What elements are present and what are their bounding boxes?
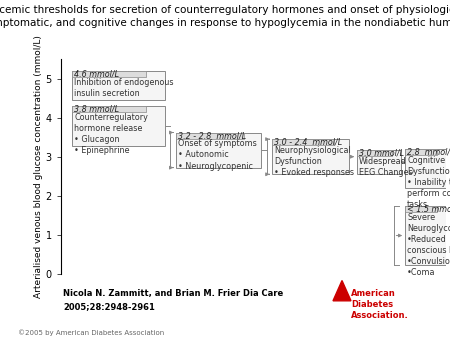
Text: ©2005 by American Diabetes Association: ©2005 by American Diabetes Association bbox=[18, 330, 164, 336]
Text: 3.0 - 2.4  mmol/L: 3.0 - 2.4 mmol/L bbox=[274, 138, 342, 147]
Text: 3.8 mmol/L: 3.8 mmol/L bbox=[74, 104, 119, 114]
Text: Glycemic thresholds for secretion of counterregulatory hormones and onset of phy: Glycemic thresholds for secretion of cou… bbox=[0, 5, 450, 28]
Text: 3.0 mmol/L: 3.0 mmol/L bbox=[359, 149, 404, 158]
Bar bbox=[405, 149, 446, 188]
Text: 2.8  mmol/L: 2.8 mmol/L bbox=[407, 147, 450, 156]
Text: Widespread
EEG Changes: Widespread EEG Changes bbox=[359, 157, 413, 177]
Text: Cognitive
Dysfunction
• Inability to
perform complex
tasks: Cognitive Dysfunction • Inability to per… bbox=[407, 156, 450, 209]
Text: Severe
Neuroglycopenia
•Reduced
conscious level
•Convulsions
•Coma: Severe Neuroglycopenia •Reduced consciou… bbox=[407, 213, 450, 277]
Bar bbox=[357, 150, 401, 174]
Bar bbox=[72, 106, 146, 112]
Text: 4.6 mmol/L: 4.6 mmol/L bbox=[74, 69, 119, 78]
Text: 2005;28:2948-2961: 2005;28:2948-2961 bbox=[63, 303, 155, 312]
Bar bbox=[72, 71, 146, 77]
Bar bbox=[72, 71, 165, 100]
Bar bbox=[405, 206, 446, 265]
Text: Counterregulatory
hormone release
• Glucagon
• Epinephrine: Counterregulatory hormone release • Gluc… bbox=[74, 113, 148, 155]
Bar bbox=[176, 132, 261, 168]
Bar bbox=[272, 139, 334, 145]
Text: Neurophysiological
Dysfunction
• Evoked responses: Neurophysiological Dysfunction • Evoked … bbox=[274, 146, 354, 177]
Text: < 1.5 mmol/L: < 1.5 mmol/L bbox=[407, 204, 450, 213]
Y-axis label: Arterialised venous blood glucose concentration (mmol/L): Arterialised venous blood glucose concen… bbox=[34, 35, 43, 298]
Text: 3.2 - 2.8  mmol/L: 3.2 - 2.8 mmol/L bbox=[178, 131, 246, 140]
Bar bbox=[357, 150, 392, 156]
Text: American
Diabetes
Association.: American Diabetes Association. bbox=[351, 289, 409, 320]
Bar bbox=[405, 149, 437, 155]
Bar bbox=[72, 106, 165, 146]
Text: Onset of symptoms
• Autonomic
• Neuroglycopenic: Onset of symptoms • Autonomic • Neurogly… bbox=[178, 139, 257, 171]
Bar bbox=[176, 132, 244, 139]
Text: Inhibition of endogenous
insulin secretion: Inhibition of endogenous insulin secreti… bbox=[74, 78, 174, 98]
Bar bbox=[405, 206, 437, 212]
Text: Nicola N. Zammitt, and Brian M. Frier Dia Care: Nicola N. Zammitt, and Brian M. Frier Di… bbox=[63, 289, 283, 298]
Bar bbox=[272, 139, 349, 174]
